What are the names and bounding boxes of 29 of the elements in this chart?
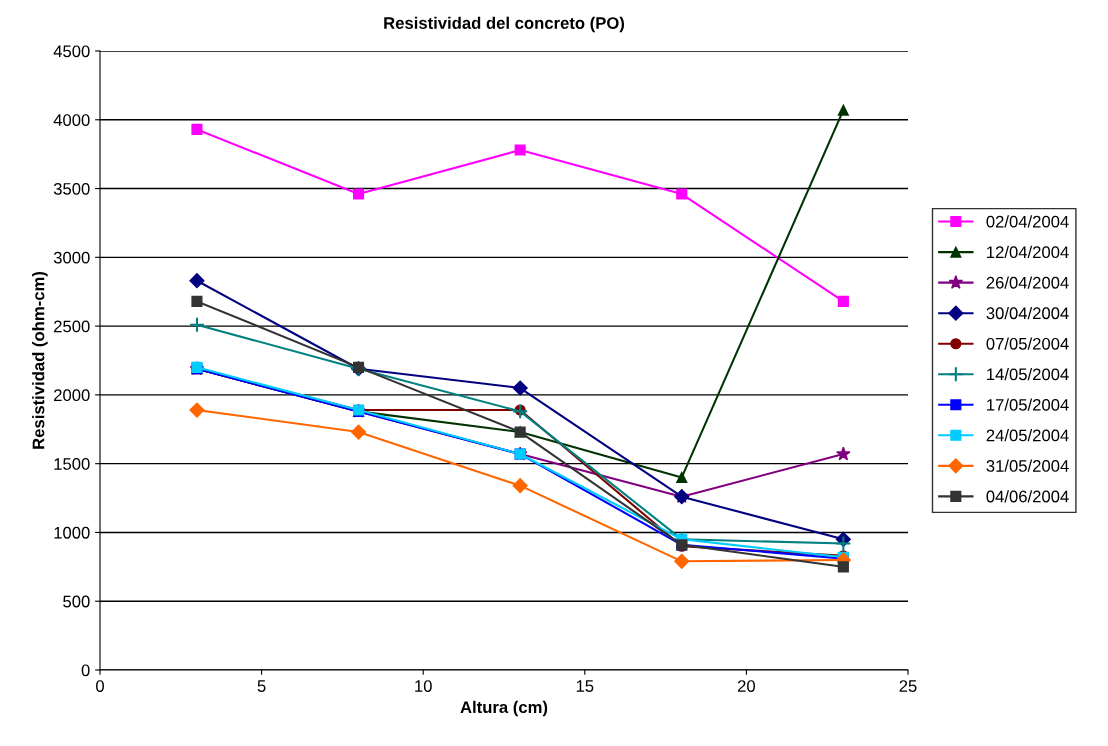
x-tick-label: 15 (576, 680, 594, 692)
legend-label: 30/04/2004 (986, 306, 1069, 320)
y-tick-label: 4000 (53, 114, 90, 126)
x-tick-label: 10 (415, 680, 432, 692)
chart-title: Resistividad del concreto (PO) (384, 16, 625, 33)
legend-label: 07/05/2004 (986, 337, 1069, 350)
y-tick-label: 0 (81, 664, 90, 677)
y-tick-label: 1500 (54, 458, 90, 470)
x-tick-label: 25 (899, 680, 917, 692)
y-tick-label: 500 (63, 595, 90, 608)
legend-label: 04/06/2004 (986, 490, 1069, 503)
legend-label: 12/04/2004 (987, 245, 1069, 259)
legend-label: 02/04/2004 (986, 215, 1069, 228)
legend-label: 31/05/2004 (986, 459, 1069, 472)
legend-label: 24/05/2004 (986, 429, 1069, 442)
legend-label: 26/04/2004 (986, 276, 1069, 289)
x-tick-label: 0 (96, 680, 104, 692)
x-tick-label: 5 (257, 680, 266, 692)
y-tick-label: 3000 (53, 251, 90, 264)
y-tick-label: 1000 (54, 526, 90, 539)
legend-label: 17/05/2004 (987, 398, 1069, 411)
y-tick-label: 3500 (53, 182, 90, 195)
x-axis-title: Altura (cm) (460, 700, 548, 717)
y-tick-label: 4500 (53, 45, 90, 58)
y-axis-title: Resistividad (ohm-cm) (32, 271, 48, 449)
x-tick-label: 20 (737, 680, 756, 692)
y-tick-label: 2000 (54, 389, 90, 402)
legend-label: 14/05/2004 (987, 368, 1069, 381)
y-tick-label: 2500 (54, 320, 90, 333)
